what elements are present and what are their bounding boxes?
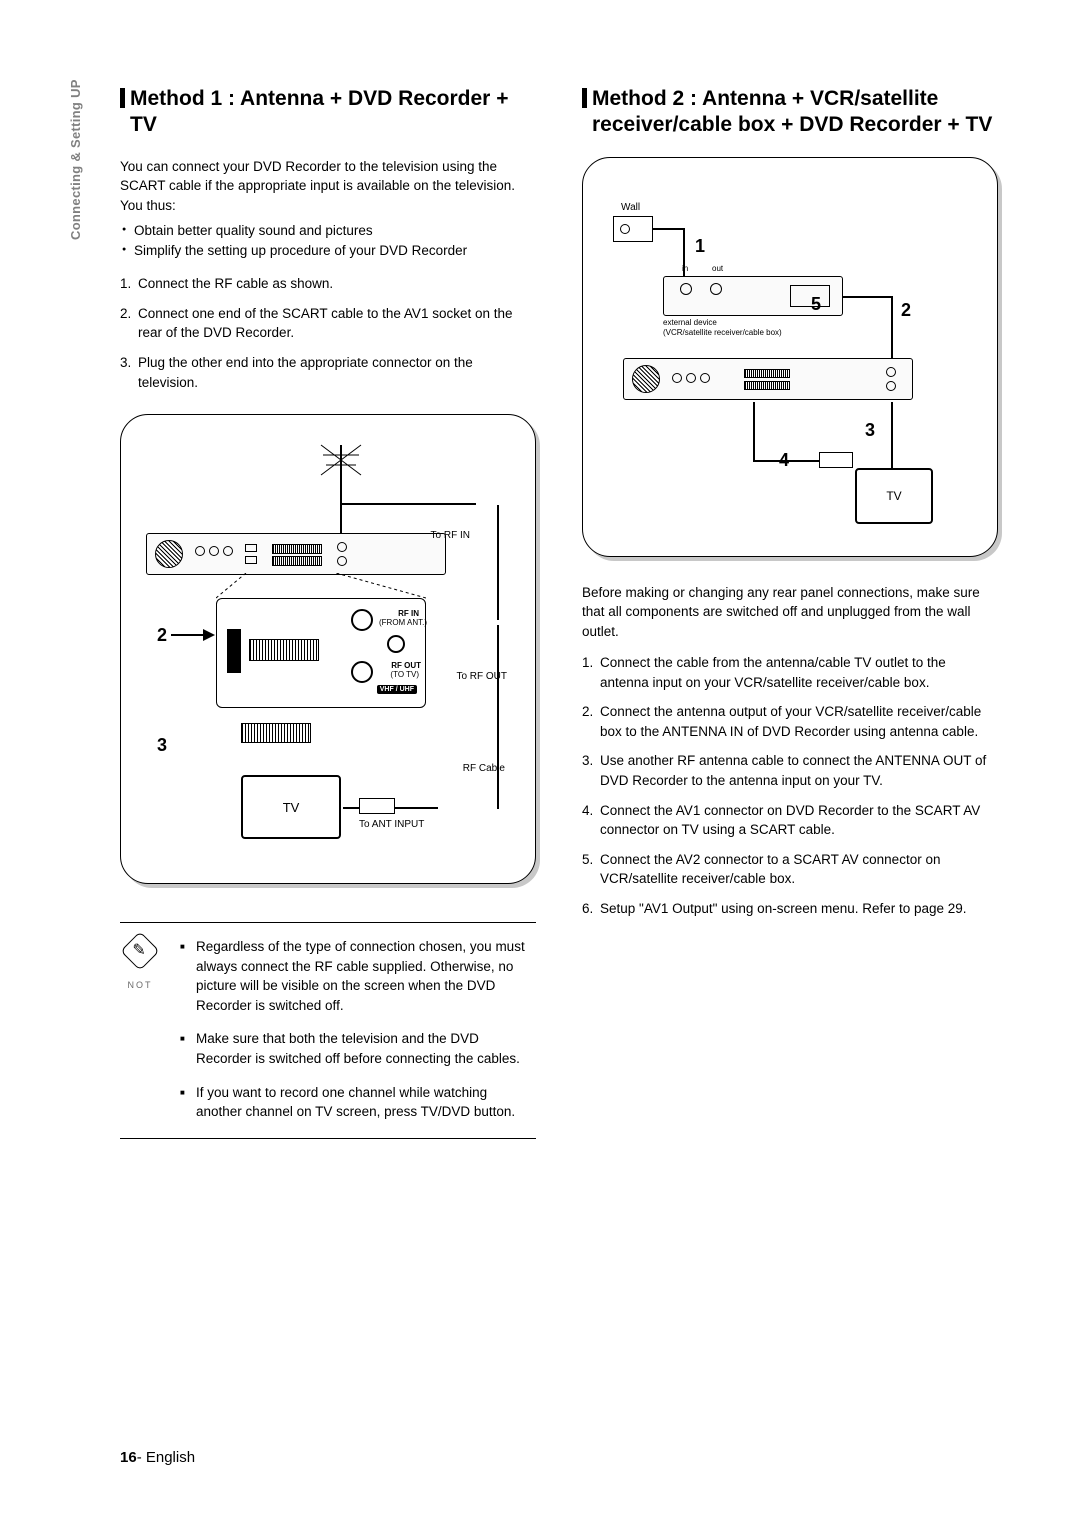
- step-item: Use another RF antenna cable to connect …: [582, 751, 998, 790]
- label-ext-device: external device: [663, 318, 717, 327]
- step-item: Connect the antenna output of your VCR/s…: [582, 702, 998, 741]
- tv-box: TV: [855, 468, 933, 524]
- scart-connector-icon: [241, 723, 311, 743]
- label-rf-out: RF OUT: [391, 661, 421, 670]
- method1-title: Method 1 : Antenna + DVD Recorder + TV: [120, 86, 536, 139]
- note-label: NOT: [120, 980, 160, 990]
- dvd-recorder-rear: [623, 358, 913, 400]
- footer-language: English: [146, 1449, 195, 1466]
- diagram-number-2: 2: [901, 300, 911, 321]
- note-item: If you want to record one channel while …: [180, 1083, 536, 1122]
- note-list: Regardless of the type of connection cho…: [180, 937, 536, 1122]
- method2-steps: Connect the cable from the antenna/cable…: [582, 653, 998, 918]
- method2-intro: Before making or changing any rear panel…: [582, 583, 998, 642]
- diagram-number-4: 4: [779, 450, 789, 471]
- note-item: Make sure that both the television and t…: [180, 1029, 536, 1068]
- diagram-number-2: 2: [157, 625, 167, 646]
- diagram-number-3: 3: [157, 735, 167, 756]
- step-item: Connect the RF cable as shown.: [120, 274, 536, 294]
- label-in: in: [682, 264, 688, 273]
- label-to-rf-in: To RF IN: [431, 530, 470, 541]
- label-out: out: [712, 264, 723, 273]
- method2-title: Method 2 : Antenna + VCR/satellite recei…: [582, 86, 998, 139]
- diagram-number-5: 5: [811, 294, 821, 315]
- side-tab-label: Connecting & Setting UP: [68, 79, 83, 240]
- plug-icon: [359, 798, 395, 814]
- method2-diagram: Wall 1 in out external device (VCR/satel…: [582, 157, 998, 557]
- footer-dash: -: [137, 1449, 142, 1466]
- label-ext-device-sub: (VCR/satellite receiver/cable box): [663, 328, 782, 337]
- method1-steps: Connect the RF cable as shown. Connect o…: [120, 274, 536, 392]
- arrow-icon: [203, 629, 215, 641]
- left-column: Method 1 : Antenna + DVD Recorder + TV Y…: [120, 86, 536, 1139]
- label-to-tv: (TO TV): [390, 670, 419, 679]
- label-vhf-uhf: VHF / UHF: [377, 685, 417, 694]
- bullet-item: Simplify the setting up procedure of you…: [120, 241, 536, 261]
- note-item: Regardless of the type of connection cho…: [180, 937, 536, 1015]
- page-number: 16: [120, 1449, 137, 1466]
- step-item: Connect the AV2 connector to a SCART AV …: [582, 850, 998, 889]
- step-item: Connect the cable from the antenna/cable…: [582, 653, 998, 692]
- method1-bullets: Obtain better quality sound and pictures…: [120, 221, 536, 260]
- antenna-icon: [311, 435, 371, 485]
- right-column: Method 2 : Antenna + VCR/satellite recei…: [582, 86, 998, 1139]
- page-footer: 16- English: [120, 1449, 195, 1466]
- plug-icon: [819, 452, 853, 468]
- label-rf-in: RF IN: [398, 609, 419, 618]
- method1-intro: You can connect your DVD Recorder to the…: [120, 157, 536, 216]
- note-section: NOT Regardless of the type of connection…: [120, 922, 536, 1139]
- diagram-number-3: 3: [865, 420, 875, 441]
- method1-diagram: To RF IN RF IN (FROM ANT.) RF OUT (TO TV…: [120, 414, 536, 884]
- label-to-ant-input: To ANT INPUT: [359, 819, 424, 830]
- step-item: Connect the AV1 connector on DVD Recorde…: [582, 801, 998, 840]
- dvd-rear-panel: [146, 533, 446, 575]
- step-item: Setup "AV1 Output" using on-screen menu.…: [582, 899, 998, 919]
- wall-outlet-icon: [613, 216, 653, 242]
- label-to-rf-out: To RF OUT: [456, 671, 507, 682]
- label-wall: Wall: [621, 202, 640, 213]
- connector-detail: RF IN (FROM ANT.) RF OUT (TO TV) VHF / U…: [216, 598, 426, 708]
- note-icon-column: NOT: [120, 937, 160, 1122]
- tv-box: TV: [241, 775, 341, 839]
- step-item: Connect one end of the SCART cable to th…: [120, 304, 536, 343]
- zoom-lines-icon: [216, 573, 426, 603]
- note-icon: [120, 931, 160, 971]
- diagram-number-1: 1: [695, 236, 705, 257]
- label-from-ant: (FROM ANT.): [379, 618, 427, 627]
- bullet-item: Obtain better quality sound and pictures: [120, 221, 536, 241]
- step-item: Plug the other end into the appropriate …: [120, 353, 536, 392]
- two-column-layout: Method 1 : Antenna + DVD Recorder + TV Y…: [120, 86, 998, 1139]
